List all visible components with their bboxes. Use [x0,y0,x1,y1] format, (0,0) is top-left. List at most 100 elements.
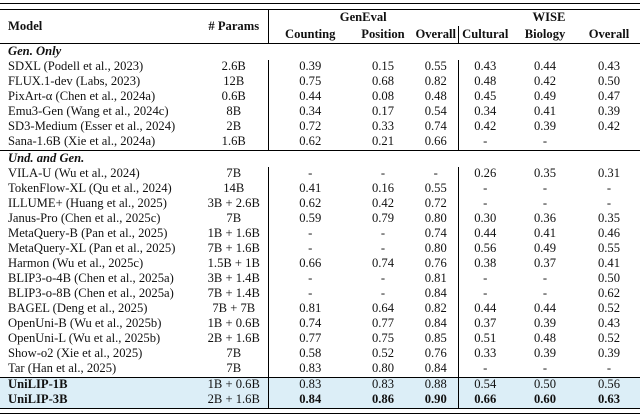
model-cell: Harmon (Wu et al., 2025c) [8,256,144,271]
value-cell: 0.46 [597,226,621,241]
value-cell: 0.38 [474,256,497,271]
params-cell: 7B [200,211,269,227]
value-cell: 0.81 [414,271,459,287]
model-cell: Show-o2 (Xie et al., 2025) [8,346,143,361]
params-cell: 8B [200,104,269,120]
model-cell: OpenUni-L (Wu et al., 2025b) [8,331,161,346]
value-cell: 0.76 [414,256,459,272]
value-cell: 0.39 [299,59,322,74]
value-cell: 0.50 [512,376,578,393]
header-biology: Biology [512,26,578,44]
value-cell: 0.42 [474,119,497,134]
value-cell: - [483,271,488,286]
value-cell: 0.85 [414,331,459,347]
value-cell: 0.36 [533,211,557,226]
model-cell: SDXL (Podell et al., 2023) [8,59,144,74]
value-cell: 0.48 [474,74,497,89]
value-cell: 0.72 [414,196,459,212]
value-cell: 0.44 [474,226,497,241]
value-cell: 0.33 [474,346,497,361]
value-cell: 0.56 [474,241,497,256]
value-cell: 0.37 [474,316,497,331]
value-cell: 0.62 [597,286,621,301]
table-row: BLIP3-o-4B (Chen et al., 2025a) 3B + 1.4B… [0,271,640,287]
value-cell: 0.15 [371,59,395,74]
value-cell: 0.81 [299,301,322,316]
params-cell: 7B + 1.4B [200,286,269,302]
section-row: Gen. Only [0,43,640,60]
header-params: # Params [200,10,269,44]
table-row: SD3-Medium (Esser et al., 2024) 2B 0.72 0.3… [0,119,640,135]
value-cell: - [606,181,612,196]
model-cell: Tar (Han et al., 2025) [8,361,117,376]
params-cell: 1.5B + 1B [200,256,269,272]
table-row: FLUX.1-dev (Labs, 2023) 12B 0.75 0.68 0.82 0.… [0,74,640,90]
params-cell: 3B + 1.4B [200,271,269,287]
model-cell: Janus-Pro (Chen et al., 2025c) [8,211,161,226]
value-cell: - [380,166,386,181]
header-wise-overall: Overall [578,26,640,44]
value-cell: - [414,166,459,182]
value-cell: 0.63 [597,392,621,407]
value-cell: 0.74 [299,316,322,331]
value-cell: 0.62 [299,196,322,211]
value-cell: - [483,286,488,301]
value-cell: 0.86 [371,392,395,407]
section-label: Gen. Only [8,43,62,58]
header-position: Position [352,26,414,44]
value-cell: 0.42 [371,196,395,211]
section-row: Und. and Gen. [0,149,640,167]
value-cell: 0.80 [371,361,395,376]
value-cell: 0.82 [414,74,459,90]
model-cell: MetaQuery-B (Pan et al., 2025) [8,226,168,241]
model-cell: UniLIP-3B [8,392,68,407]
value-cell: 0.16 [371,181,395,196]
table-row: Janus-Pro (Chen et al., 2025c) 7B 0.59 0.79… [0,211,640,227]
value-cell: - [542,286,548,301]
value-cell: - [606,196,612,211]
value-cell: 0.42 [597,119,621,134]
value-cell: 0.66 [299,256,322,271]
value-cell [578,135,640,151]
value-cell: - [542,361,548,376]
table-row: ILLUME+ (Huang et al., 2025) 3B + 2.6B 0.6… [0,196,640,212]
header-geneval-overall: Overall [414,26,459,44]
value-cell: 0.44 [533,59,557,74]
table-row: Show-o2 (Xie et al., 2025) 7B 0.58 0.52 0.76… [0,346,640,362]
params-cell: 3B + 2.6B [200,196,269,212]
value-cell: 0.76 [414,346,459,362]
value-cell: - [606,361,612,376]
table-row: UniLIP-1B 1B + 0.6B 0.83 0.83 0.88 0.54 0.50 0.… [0,376,640,393]
model-cell: Emu3-Gen (Wang et al., 2024c) [8,104,169,119]
model-cell: ILLUME+ (Huang et al., 2025) [8,196,167,211]
value-cell: 0.59 [299,211,322,226]
params-cell: 2B + 1.6B [200,392,269,408]
value-cell: - [308,286,313,301]
value-cell: 0.43 [597,316,621,331]
value-cell: 0.84 [414,316,459,332]
params-cell: 2B [200,119,269,135]
value-cell: 0.17 [371,104,395,119]
value-cell: 0.74 [414,119,459,135]
value-cell: 0.80 [414,211,459,227]
model-cell: BAGEL (Deng et al., 2025) [8,301,148,316]
value-cell: - [308,166,313,181]
header-group-row: Model # Params GenEval WISE [0,10,640,44]
value-cell: 0.64 [371,301,395,316]
value-cell: 0.39 [597,346,621,361]
value-cell: 0.55 [414,181,459,197]
params-cell: 2B + 1.6B [200,331,269,347]
value-cell: 0.84 [414,286,459,302]
value-cell: 0.54 [458,376,512,393]
value-cell: 0.66 [414,134,459,150]
value-cell: 0.33 [371,119,395,134]
value-cell: 0.41 [533,226,557,241]
params-cell: 12B [200,74,269,90]
value-cell: - [380,271,386,286]
results-table: Model # Params GenEval WISE Counting Pos… [0,10,640,408]
value-cell: 0.42 [533,74,557,89]
value-cell: 0.50 [597,74,621,89]
value-cell: - [483,361,488,376]
value-cell: - [483,196,488,211]
